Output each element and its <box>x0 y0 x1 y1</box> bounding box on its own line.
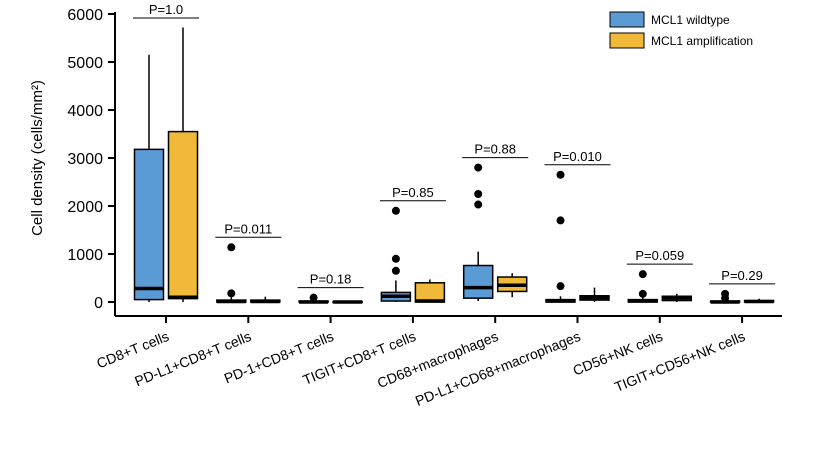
outlier-point <box>638 289 647 298</box>
legend-label: MCL1 amplification <box>651 34 753 48</box>
y-axis-label: Cell density (cells/mm²) <box>29 80 46 236</box>
legend-swatch <box>609 11 645 28</box>
outlier-point <box>556 170 565 179</box>
legend-label: MCL1 wildtype <box>651 13 730 27</box>
box-wildtype <box>627 270 659 303</box>
p-value-annotation: P=1.0 <box>133 2 199 19</box>
box-wildtype <box>709 289 741 304</box>
p-value-label: P=0.88 <box>474 142 516 157</box>
outlier-point <box>638 270 647 279</box>
box-wildtype <box>216 243 247 304</box>
p-value-annotation: P=0.011 <box>215 221 282 238</box>
outlier-point <box>474 163 483 172</box>
box-amplification <box>414 279 446 303</box>
y-tick-label: 4000 <box>67 103 103 120</box>
box-iqr <box>133 148 165 301</box>
legend-swatch <box>609 32 645 49</box>
legend-entry: MCL1 amplification <box>609 32 753 49</box>
box-wildtype <box>462 163 494 302</box>
p-value-annotation: P=0.29 <box>709 268 776 285</box>
outlier-point <box>556 282 565 291</box>
outlier-point <box>556 216 565 225</box>
box-amplification <box>661 293 693 302</box>
box-wildtype <box>380 206 412 302</box>
plot-area: P=1.0 P=0.011 P=0.18 P=0.85 P=0.88 P=0.010 P=0… <box>133 2 776 304</box>
box-amplification <box>743 298 775 304</box>
y-tick-label: 5000 <box>67 55 103 72</box>
box-amplification <box>496 273 528 298</box>
box-iqr <box>462 264 494 299</box>
p-value-label: P=0.011 <box>224 221 272 236</box>
y-tick-label: 2000 <box>67 199 103 216</box>
p-value-annotation: P=0.85 <box>379 185 446 202</box>
y-tick-label: 6000 <box>67 7 103 24</box>
outlier-point <box>391 266 400 275</box>
legend-entry: MCL1 wildtype <box>609 11 730 28</box>
y-tick-label: 1000 <box>67 247 103 264</box>
p-value-label: P=1.0 <box>149 2 183 17</box>
p-value-label: P=0.18 <box>310 272 352 287</box>
box-amplification <box>579 287 610 302</box>
box-amplification <box>250 296 281 304</box>
outlier-point <box>721 294 730 303</box>
p-value-label: P=0.29 <box>721 268 763 283</box>
outlier-point <box>391 254 400 263</box>
p-value-label: P=0.059 <box>635 248 684 263</box>
p-value-label: P=0.010 <box>553 149 602 164</box>
y-tick-label: 3000 <box>67 151 103 168</box>
box-amplification <box>332 300 363 304</box>
p-value-annotation: P=0.010 <box>544 149 611 166</box>
p-value-annotation: P=0.059 <box>626 248 693 265</box>
outlier-point <box>227 289 236 298</box>
y-axis: 0 1000 2000 3000 4000 5000 6000 <box>67 7 116 316</box>
box-amplification <box>167 27 199 302</box>
box-wildtype <box>545 170 576 303</box>
outlier-point <box>474 200 483 209</box>
p-value-annotation: P=0.88 <box>462 142 529 159</box>
box-iqr <box>167 130 199 300</box>
outlier-point <box>474 190 483 198</box>
p-value-label: P=0.85 <box>392 185 434 200</box>
p-value-annotation: P=0.18 <box>297 272 364 289</box>
box-wildtype <box>133 54 165 302</box>
outlier-point <box>227 243 236 252</box>
box-iqr <box>414 282 446 303</box>
y-tick-label: 0 <box>94 295 103 312</box>
legend: MCL1 wildtype MCL1 amplification <box>609 11 753 49</box>
outlier-point <box>391 206 400 215</box>
box-wildtype <box>298 293 329 304</box>
outlier-point <box>309 293 318 302</box>
